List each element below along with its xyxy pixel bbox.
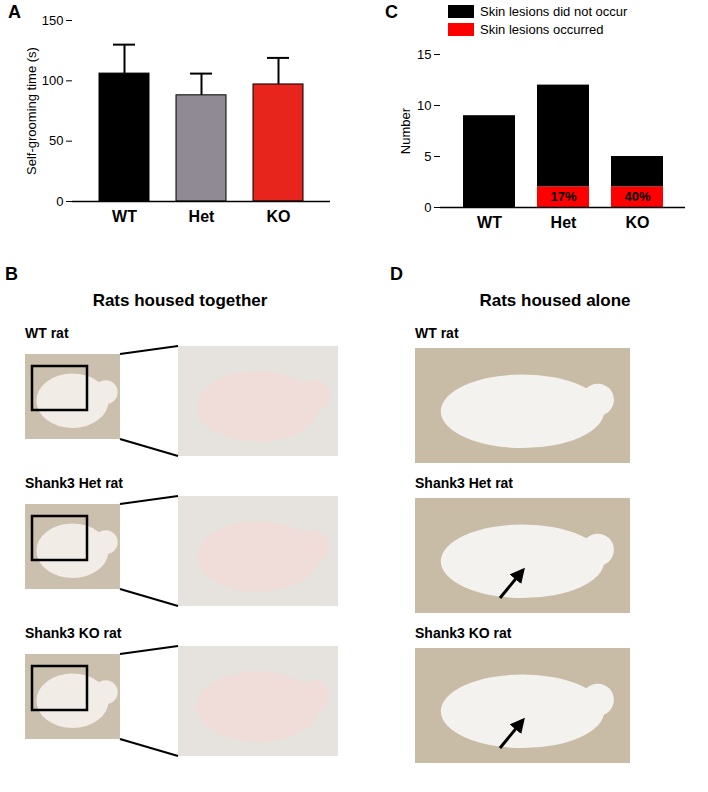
svg-text:Shank3 KO rat: Shank3 KO rat [25,625,122,641]
svg-text:40%: 40% [624,189,650,204]
svg-text:Het: Het [551,214,577,231]
svg-text:0: 0 [56,194,63,209]
svg-text:50: 50 [49,133,63,148]
svg-text:Rats housed alone: Rats housed alone [479,291,630,310]
svg-text:WT: WT [112,208,137,225]
svg-text:WT rat: WT rat [415,325,459,341]
svg-text:WT rat: WT rat [25,325,69,341]
html-text:C: C [385,2,398,22]
svg-text:15: 15 [417,47,431,62]
svg-text:WT: WT [477,214,502,231]
svg-text:B: B [5,264,18,284]
svg-text:Self-grooming time (s): Self-grooming time (s) [24,47,39,175]
svg-text:17%: 17% [550,189,576,204]
html-text:Skin lesions did not occur: Skin lesions did not occur [480,4,628,19]
svg-text:100: 100 [42,73,64,88]
svg-text:D: D [390,264,403,284]
svg-text:0: 0 [424,200,431,215]
svg-text:KO: KO [626,214,650,231]
svg-text:KO: KO [267,208,291,225]
svg-text:Shank3 KO rat: Shank3 KO rat [415,625,512,641]
svg-text:10: 10 [417,98,431,113]
svg-text:150: 150 [42,13,64,28]
svg-text:Number: Number [398,107,413,154]
svg-text:Shank3 Het rat: Shank3 Het rat [415,475,513,491]
svg-text:Shank3 Het rat: Shank3 Het rat [25,475,123,491]
html-text:Skin lesions occurred: Skin lesions occurred [480,22,604,37]
svg-text:Rats housed together: Rats housed together [93,291,268,310]
svg-text:5: 5 [424,149,431,164]
html-text:A: A [8,2,21,22]
svg-text:Het: Het [189,208,215,225]
